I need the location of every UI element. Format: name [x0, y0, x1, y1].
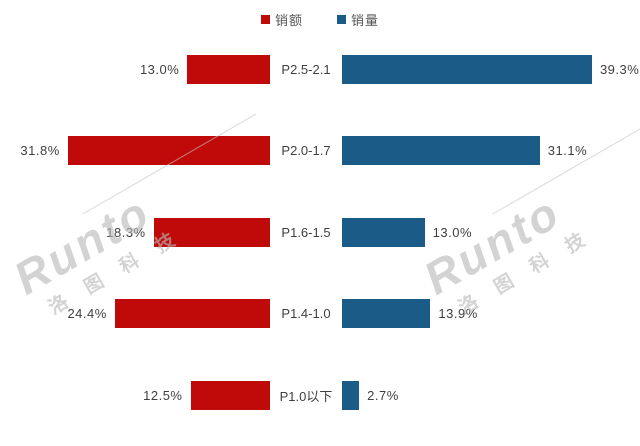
sales-amount-value-label: 24.4%: [67, 306, 107, 321]
sales-amount-bar: [67, 136, 270, 165]
category-label: P1.0以下: [279, 388, 333, 404]
sales-volume-bar: [342, 136, 540, 165]
chart-row: 31.8% P2.0-1.7 31.1%: [0, 122, 640, 180]
right-bar-zone: 31.1%: [342, 122, 640, 180]
right-bar-zone: 13.9%: [342, 285, 640, 343]
sales-amount-bar: [187, 54, 270, 84]
sales-amount-bar: [114, 299, 270, 328]
left-bar-zone: 18.3%: [0, 203, 270, 261]
category-label: P1.4-1.0: [281, 306, 331, 321]
sales-volume-bar: [342, 299, 431, 328]
sales-amount-value-label: 12.5%: [143, 387, 183, 403]
chart-row: 12.5% P1.0以下 2.7%: [0, 366, 640, 424]
legend-label-sales-amount: 销额: [274, 12, 303, 28]
chart-legend: 销额 销量: [0, 10, 640, 28]
chart-row: 24.4% P1.4-1.0 13.9%: [0, 285, 640, 343]
legend-swatch-blue: [337, 14, 346, 24]
legend-label-sales-volume: 销量: [351, 12, 380, 28]
sales-amount-bar: [190, 380, 270, 410]
sales-volume-bar: [342, 54, 592, 84]
sales-amount-value-label: 31.8%: [20, 143, 60, 158]
sales-volume-bar: [342, 380, 360, 410]
sales-amount-bar: [153, 217, 270, 247]
sales-volume-value-label: 31.1%: [547, 143, 588, 158]
right-bar-zone: 2.7%: [342, 366, 640, 424]
sales-volume-value-label: 2.7%: [367, 387, 399, 403]
left-bar-zone: 24.4%: [0, 285, 270, 343]
left-bar-zone: 13.0%: [0, 40, 270, 98]
legend-item-sales-amount: 销额: [260, 10, 303, 29]
chart-row: 13.0% P2.5-2.1 39.3%: [0, 40, 640, 98]
right-bar-zone: 13.0%: [342, 203, 640, 261]
left-bar-zone: 31.8%: [0, 122, 270, 180]
legend-item-sales-volume: 销量: [337, 10, 379, 29]
category-label: P2.0-1.7: [281, 143, 331, 158]
category-label: P2.5-2.1: [281, 61, 331, 77]
sales-volume-value-label: 39.3%: [599, 61, 640, 77]
left-bar-zone: 12.5%: [0, 366, 270, 424]
legend-swatch-red: [260, 14, 270, 24]
sales-amount-value-label: 18.3%: [106, 224, 146, 240]
sales-amount-value-label: 13.0%: [139, 61, 180, 77]
chart-row: 18.3% P1.6-1.5 13.0%: [0, 203, 640, 261]
right-bar-zone: 39.3%: [342, 40, 640, 98]
tornado-chart: 13.0% P2.5-2.1 39.3% 31.8% P2.0-1.7 31.1…: [0, 32, 640, 446]
category-label: P1.6-1.5: [281, 224, 331, 240]
sales-volume-value-label: 13.9%: [438, 306, 478, 321]
sales-volume-value-label: 13.0%: [432, 224, 473, 240]
sales-volume-bar: [342, 217, 425, 247]
